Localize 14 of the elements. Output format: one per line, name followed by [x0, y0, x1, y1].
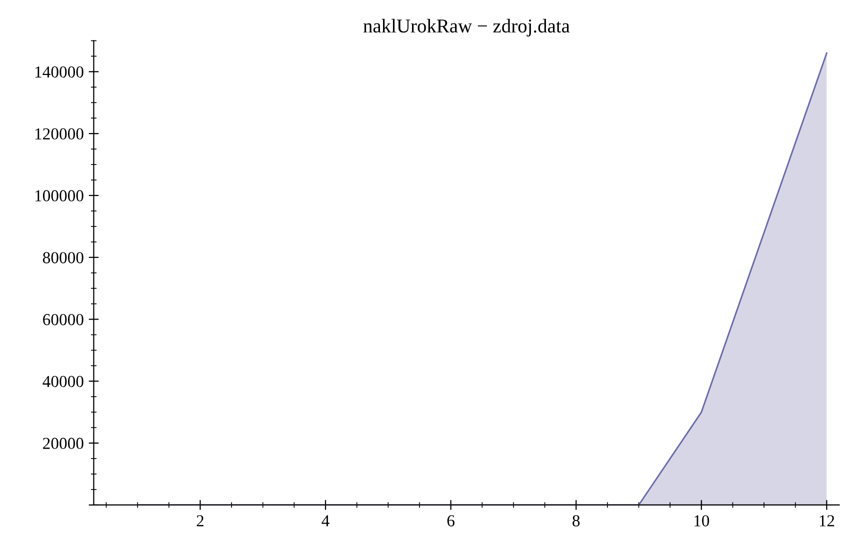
y-tick-label: 100000: [35, 190, 84, 202]
x-tick-label: 8: [572, 515, 580, 526]
y-tick-label: 60000: [43, 314, 84, 326]
chart-title: naklUrokRaw − zdroj.data: [363, 18, 570, 37]
x-tick-label: 2: [196, 515, 204, 526]
y-tick-label: 80000: [42, 252, 84, 264]
x-tick-label: 4: [322, 515, 330, 526]
y-tick-label: 40000: [42, 376, 84, 388]
x-tick-label: 10: [694, 515, 710, 526]
y-tick-label: 140000: [35, 66, 84, 78]
y-tick-label: 120000: [35, 128, 84, 140]
x-tick-label: 12: [820, 515, 834, 526]
y-tick-label: 20000: [43, 438, 84, 450]
x-tick-label: 6: [447, 515, 454, 526]
